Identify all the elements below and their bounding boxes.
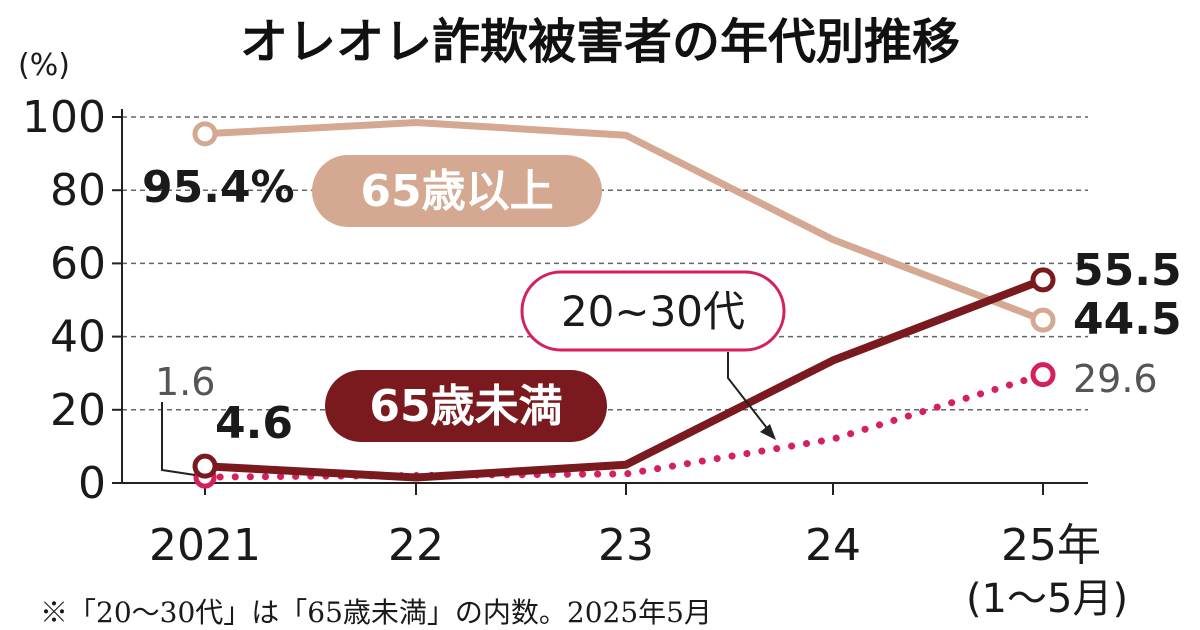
legend-65-plus-bg (312, 155, 602, 227)
y-tick-labels: 0 20 40 60 80 100 (22, 92, 106, 509)
chart-title: オレオレ詐欺被害者の年代別推移 (240, 14, 960, 70)
y-tick-label: 20 (50, 385, 106, 436)
gridlines (122, 116, 1088, 411)
y-tick-label: 80 (50, 165, 106, 216)
y-tick-label: 40 (50, 312, 106, 363)
x-tick-label: 2021 (149, 520, 261, 571)
x-tick-label: 22 (388, 520, 444, 571)
y-unit-label: (%) (18, 48, 70, 83)
series-lines (192, 119, 1056, 489)
point-65-plus-end (1030, 307, 1056, 333)
label-65-plus-start: 95.4% (142, 162, 295, 213)
legend-20-30: 20~30代 (520, 270, 786, 352)
label-20-30-end: 29.6 (1073, 357, 1158, 401)
footnote: ※「20～30代」は「65歳未満」の内数。2025年5月 (40, 596, 712, 629)
x-tick-labels: 2021 22 23 24 25年 (1～5月) (149, 520, 1128, 622)
label-under-65-start: 4.6 (215, 398, 293, 449)
label-65-plus-end: 44.5 (1073, 294, 1182, 345)
label-under-65-end: 55.5 (1073, 245, 1182, 296)
series-labels: 95.4% 4.61.6 55.544.5 29.6 65歳以上 65歳未満 20~30代 (142, 155, 1182, 476)
y-tick-label: 60 (50, 238, 106, 289)
y-tick-label: 100 (22, 92, 106, 143)
legend-20-30-text: 20~30代 (561, 287, 745, 336)
series-line-under-65 (204, 276, 1045, 482)
legend-65-plus-text: 65歳以上 (360, 166, 553, 217)
x-tick-label: 24 (805, 520, 861, 571)
point-65-plus-start (192, 121, 218, 147)
arrowhead-20-30 (760, 424, 776, 440)
x-tick-label: 23 (598, 520, 654, 571)
legend-under-65: 65歳未満 (325, 370, 607, 442)
point-20-30-end (1030, 362, 1056, 388)
leader-line-20-30 (727, 352, 771, 433)
y-tick-label: 0 (78, 458, 106, 509)
axes (112, 109, 1088, 495)
legend-under-65-text: 65歳未満 (369, 381, 562, 432)
series-line-65-plus (204, 119, 1045, 324)
point-under-65-end (1030, 267, 1056, 293)
legend-under-65-bg (325, 370, 607, 442)
legend-65-plus: 65歳以上 (312, 155, 602, 227)
leader-line-20-30-start (161, 402, 196, 476)
legend-20-30-bg (520, 270, 786, 352)
point-under-65-start (192, 453, 218, 479)
label-20-30-start: 1.6 (155, 360, 215, 404)
x-tick-label: 25年 (1001, 520, 1101, 571)
x-tick-sublabel: (1～5月) (966, 576, 1128, 622)
